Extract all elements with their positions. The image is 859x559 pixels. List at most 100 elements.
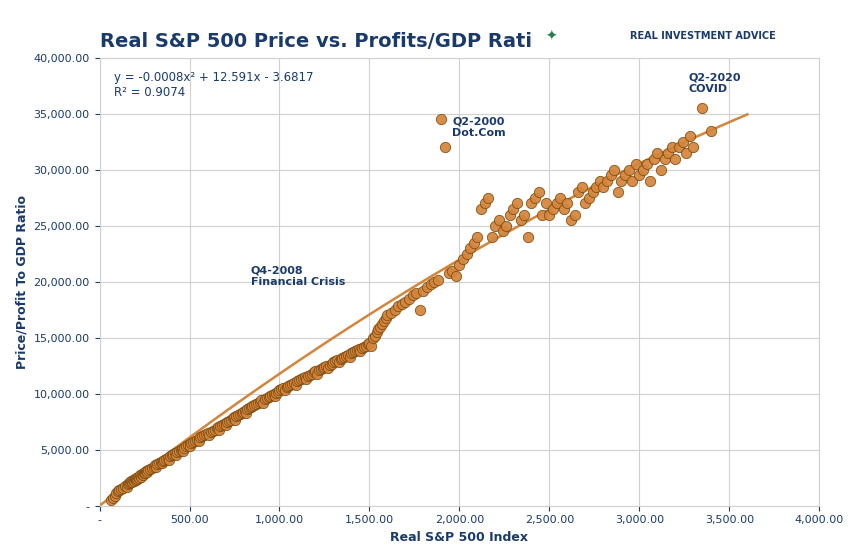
Point	[361, 340, 375, 349]
Point	[139, 467, 153, 476]
Point	[600, 177, 614, 186]
Point	[192, 437, 206, 446]
Point	[369, 328, 383, 337]
Point	[535, 210, 549, 219]
Point	[445, 266, 459, 275]
Point	[192, 434, 205, 443]
Point	[431, 275, 445, 284]
Point	[285, 379, 299, 388]
Point	[295, 375, 308, 383]
Point	[282, 381, 295, 390]
Point	[307, 368, 320, 377]
Point	[169, 451, 183, 460]
Point	[114, 485, 128, 494]
Point	[514, 216, 527, 225]
Point	[210, 424, 223, 433]
Point	[157, 456, 171, 465]
Text: Q4-2008
Financial Crisis: Q4-2008 Financial Crisis	[251, 266, 345, 287]
Point	[492, 216, 506, 225]
Point	[586, 188, 600, 197]
Point	[510, 199, 524, 208]
Point	[163, 452, 177, 461]
Point	[155, 459, 168, 468]
Point	[253, 397, 266, 406]
Point	[568, 210, 582, 219]
Point	[168, 449, 182, 458]
Point	[525, 199, 539, 208]
Point	[162, 456, 176, 465]
Point	[236, 407, 250, 416]
Point	[413, 305, 427, 314]
Point	[150, 460, 164, 469]
Point	[341, 350, 355, 359]
Point	[219, 418, 233, 427]
Point	[137, 469, 150, 478]
Point	[246, 401, 259, 410]
Point	[343, 352, 356, 361]
Point	[175, 444, 189, 453]
Point	[268, 391, 282, 400]
Point	[239, 406, 253, 415]
Point	[165, 451, 179, 460]
Point	[185, 439, 198, 448]
Point	[137, 468, 151, 477]
Point	[278, 386, 292, 395]
Point	[128, 475, 142, 484]
Point	[352, 344, 366, 353]
Point	[528, 193, 542, 202]
Point	[193, 433, 207, 442]
Point	[296, 373, 310, 382]
Point	[113, 486, 126, 495]
Point	[135, 470, 149, 479]
Point	[326, 358, 340, 367]
Point	[338, 352, 351, 361]
Point	[564, 216, 578, 225]
Point	[489, 221, 503, 230]
Point	[280, 382, 294, 391]
Point	[357, 342, 371, 351]
Point	[283, 380, 297, 389]
Point	[274, 385, 288, 394]
Point	[496, 227, 509, 236]
Point	[334, 354, 348, 363]
Point	[198, 430, 212, 439]
Point	[485, 233, 499, 241]
Point	[672, 143, 685, 152]
Point	[123, 478, 137, 487]
Point	[481, 193, 495, 202]
Point	[387, 305, 401, 314]
X-axis label: Real S&P 500 Index: Real S&P 500 Index	[391, 531, 528, 544]
Point	[119, 482, 133, 491]
Point	[517, 210, 531, 219]
Point	[618, 171, 632, 180]
Point	[233, 409, 247, 418]
Point	[122, 479, 136, 488]
Point	[204, 428, 218, 437]
Point	[453, 260, 466, 269]
Point	[546, 205, 560, 214]
Y-axis label: Price/Profit To GDP Ratio: Price/Profit To GDP Ratio	[15, 195, 28, 369]
Point	[152, 459, 166, 468]
Point	[240, 408, 253, 417]
Point	[262, 392, 276, 401]
Point	[289, 380, 302, 389]
Point	[241, 405, 254, 414]
Point	[254, 396, 268, 405]
Point	[190, 435, 204, 444]
Point	[269, 388, 283, 397]
Point	[704, 126, 718, 135]
Point	[589, 182, 603, 191]
Point	[203, 431, 216, 440]
Point	[147, 462, 161, 471]
Point	[622, 165, 636, 174]
Point	[305, 369, 319, 378]
Point	[607, 165, 621, 174]
Point	[244, 402, 258, 411]
Point	[375, 320, 389, 329]
Point	[265, 390, 279, 399]
Point	[184, 442, 198, 451]
Point	[377, 316, 391, 325]
Point	[328, 357, 342, 366]
Point	[593, 177, 606, 186]
Point	[417, 286, 430, 295]
